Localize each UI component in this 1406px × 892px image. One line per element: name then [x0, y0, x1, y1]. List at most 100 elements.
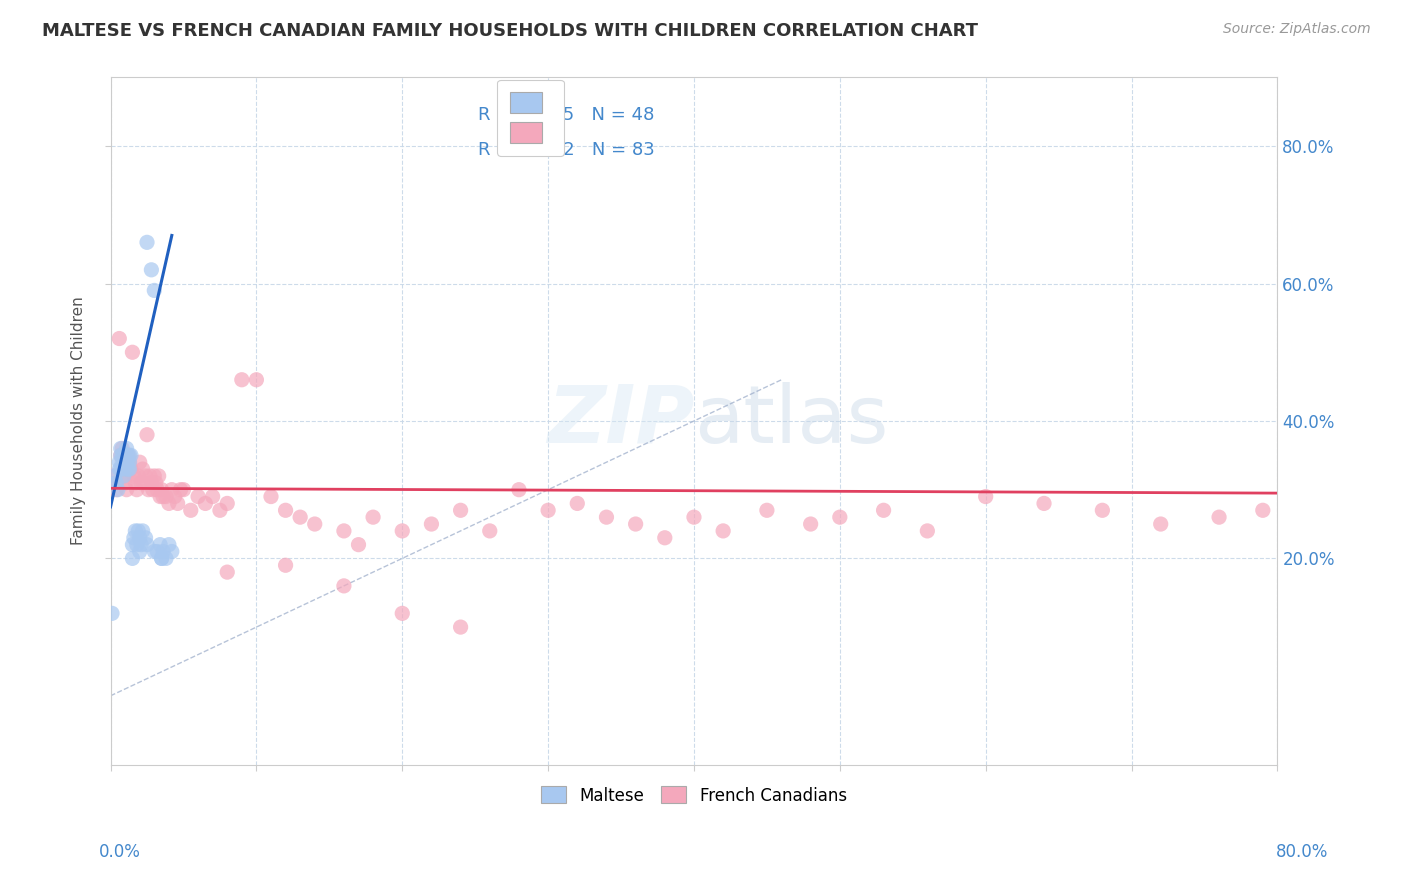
Point [288, 510, 311, 524]
Point [711, 524, 734, 538]
Point [1208, 510, 1230, 524]
Point [128, 455, 150, 469]
Point [217, 496, 239, 510]
Point [150, 483, 173, 497]
Point [420, 516, 443, 531]
Point [217, 565, 239, 579]
Point [131, 524, 153, 538]
Legend: Maltese, French Canadians: Maltese, French Canadians [531, 776, 856, 814]
Text: 80.0%: 80.0% [1277, 843, 1329, 861]
Point [101, 607, 124, 621]
Point [118, 455, 141, 469]
Point [141, 475, 163, 490]
Point [115, 442, 138, 456]
Point [1251, 503, 1274, 517]
Point [1150, 516, 1173, 531]
Point [104, 469, 127, 483]
Point [800, 516, 823, 531]
Point [537, 503, 560, 517]
Text: Source: ZipAtlas.com: Source: ZipAtlas.com [1223, 22, 1371, 37]
Point [304, 516, 326, 531]
Point [155, 551, 177, 566]
Point [145, 475, 167, 490]
Point [567, 496, 589, 510]
Point [135, 531, 157, 545]
Text: MALTESE VS FRENCH CANADIAN FAMILY HOUSEHOLDS WITH CHILDREN CORRELATION CHART: MALTESE VS FRENCH CANADIAN FAMILY HOUSEH… [42, 22, 979, 40]
Point [141, 262, 163, 277]
Point [111, 448, 134, 462]
Point [208, 503, 231, 517]
Point [595, 510, 617, 524]
Point [1033, 496, 1056, 510]
Point [122, 531, 145, 545]
Point [108, 462, 131, 476]
Point [117, 455, 139, 469]
Point [683, 510, 706, 524]
Point [654, 531, 676, 545]
Point [117, 448, 139, 462]
Point [115, 483, 138, 497]
Text: atlas: atlas [695, 382, 889, 460]
Point [150, 551, 173, 566]
Point [624, 516, 647, 531]
Point [136, 235, 159, 250]
Point [194, 496, 217, 510]
Point [872, 503, 894, 517]
Point [146, 544, 169, 558]
Point [118, 455, 141, 469]
Point [143, 469, 166, 483]
Point [110, 462, 132, 476]
Point [110, 448, 132, 462]
Point [108, 332, 131, 346]
Point [111, 455, 134, 469]
Point [508, 483, 530, 497]
Point [143, 544, 166, 558]
Point [172, 483, 194, 497]
Point [143, 284, 166, 298]
Point [121, 538, 143, 552]
Point [160, 483, 183, 497]
Point [160, 544, 183, 558]
Point [131, 462, 153, 476]
Point [124, 475, 146, 490]
Point [103, 469, 125, 483]
Point [120, 462, 142, 476]
Point [755, 503, 778, 517]
Point [187, 490, 209, 504]
Point [114, 448, 136, 462]
Point [120, 448, 142, 462]
Point [142, 483, 165, 497]
Point [132, 475, 155, 490]
Point [1091, 503, 1114, 517]
Point [105, 483, 128, 497]
Point [121, 345, 143, 359]
Point [155, 490, 177, 504]
Text: R =  0.555   N = 48: R = 0.555 N = 48 [478, 106, 654, 124]
Point [118, 448, 141, 462]
Point [124, 524, 146, 538]
Point [450, 503, 472, 517]
Point [108, 455, 131, 469]
Point [127, 469, 149, 483]
Text: R = -0.012   N = 83: R = -0.012 N = 83 [478, 141, 655, 159]
Point [118, 462, 141, 476]
Point [148, 469, 170, 483]
Point [478, 524, 501, 538]
Point [136, 427, 159, 442]
Point [112, 469, 135, 483]
Point [125, 538, 148, 552]
Point [129, 475, 152, 490]
Point [128, 544, 150, 558]
Point [245, 373, 267, 387]
Point [974, 490, 997, 504]
Y-axis label: Family Households with Children: Family Households with Children [72, 297, 86, 545]
Point [135, 469, 157, 483]
Point [139, 469, 162, 483]
Point [114, 475, 136, 490]
Point [333, 579, 356, 593]
Point [180, 503, 202, 517]
Point [333, 524, 356, 538]
Point [166, 496, 188, 510]
Point [347, 538, 370, 552]
Point [129, 538, 152, 552]
